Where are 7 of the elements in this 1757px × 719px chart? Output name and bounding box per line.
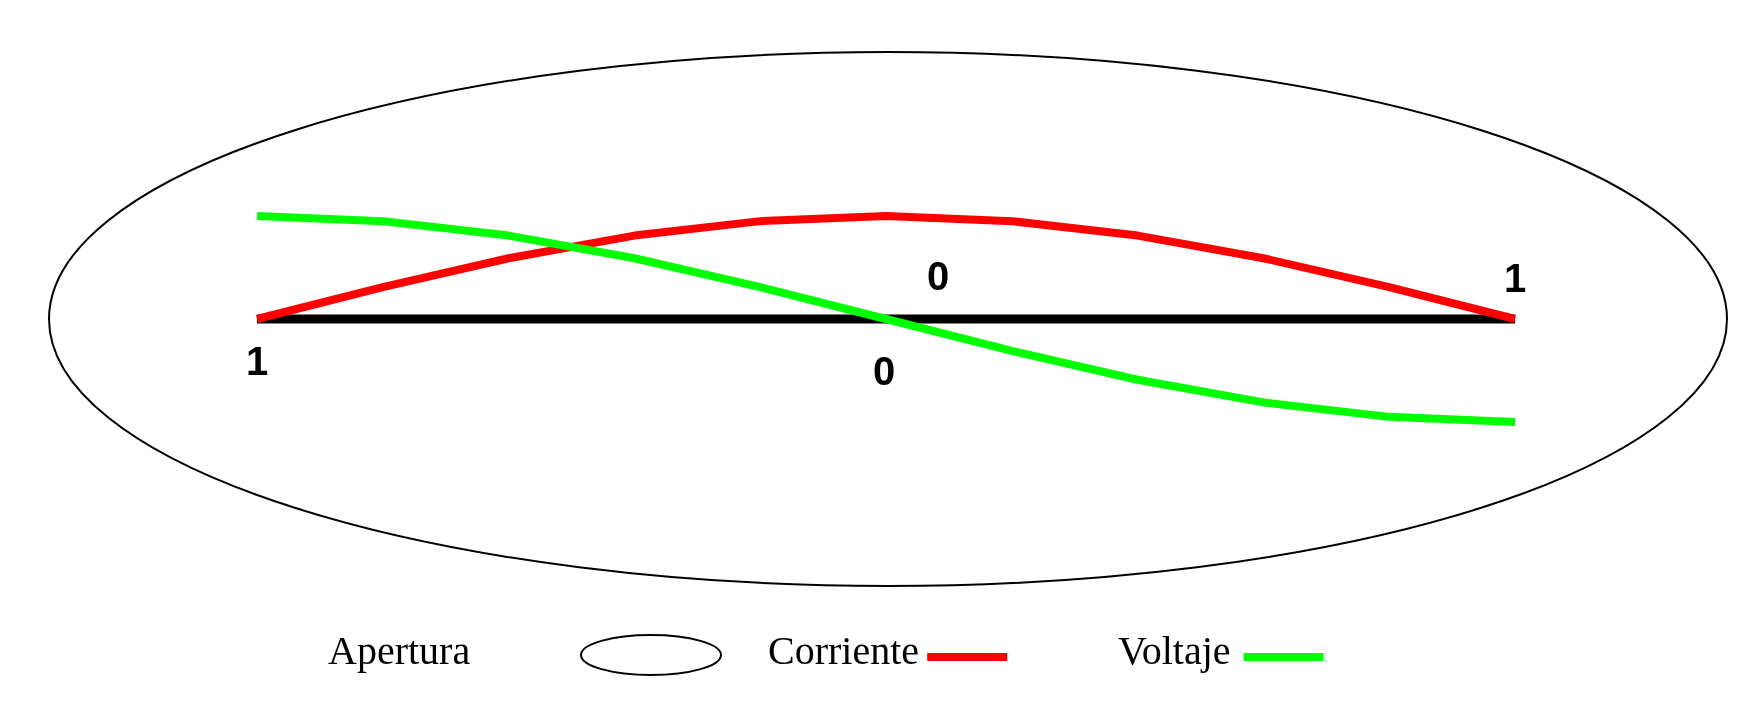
annotation: 0 bbox=[872, 348, 896, 393]
annotation: 0 bbox=[926, 253, 950, 298]
text: Apertura bbox=[328, 628, 471, 674]
legend-label: Corriente bbox=[768, 628, 920, 674]
annotation: 1 bbox=[1503, 255, 1527, 300]
legend-label: Voltaje bbox=[1118, 628, 1231, 674]
annotation: 1 bbox=[245, 338, 269, 383]
